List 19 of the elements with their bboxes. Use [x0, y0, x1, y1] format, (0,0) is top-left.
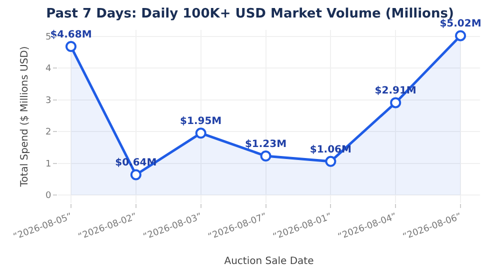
y-tick-label: 1 — [45, 159, 52, 170]
x-axis-title: Auction Sale Date — [224, 256, 314, 267]
data-label: $5.02M — [440, 18, 482, 30]
y-tick-label: 2 — [45, 128, 52, 138]
y-axis-title: Total Spend ($ Millions USD) — [19, 46, 30, 188]
point — [260, 150, 272, 162]
y-tick-label: 3 — [45, 96, 52, 106]
point — [130, 169, 142, 180]
y-tick-label: 0 — [45, 191, 52, 202]
point — [65, 41, 76, 52]
data-label: $4.68M — [50, 29, 92, 40]
point — [455, 30, 466, 42]
point — [325, 156, 336, 167]
point — [195, 128, 206, 139]
data-label: $1.23M — [244, 138, 287, 150]
point — [390, 97, 402, 108]
y-tick-label: 5 — [45, 32, 52, 42]
y-tick-label: 4 — [45, 64, 52, 74]
data-label: $1.95M — [180, 116, 222, 128]
